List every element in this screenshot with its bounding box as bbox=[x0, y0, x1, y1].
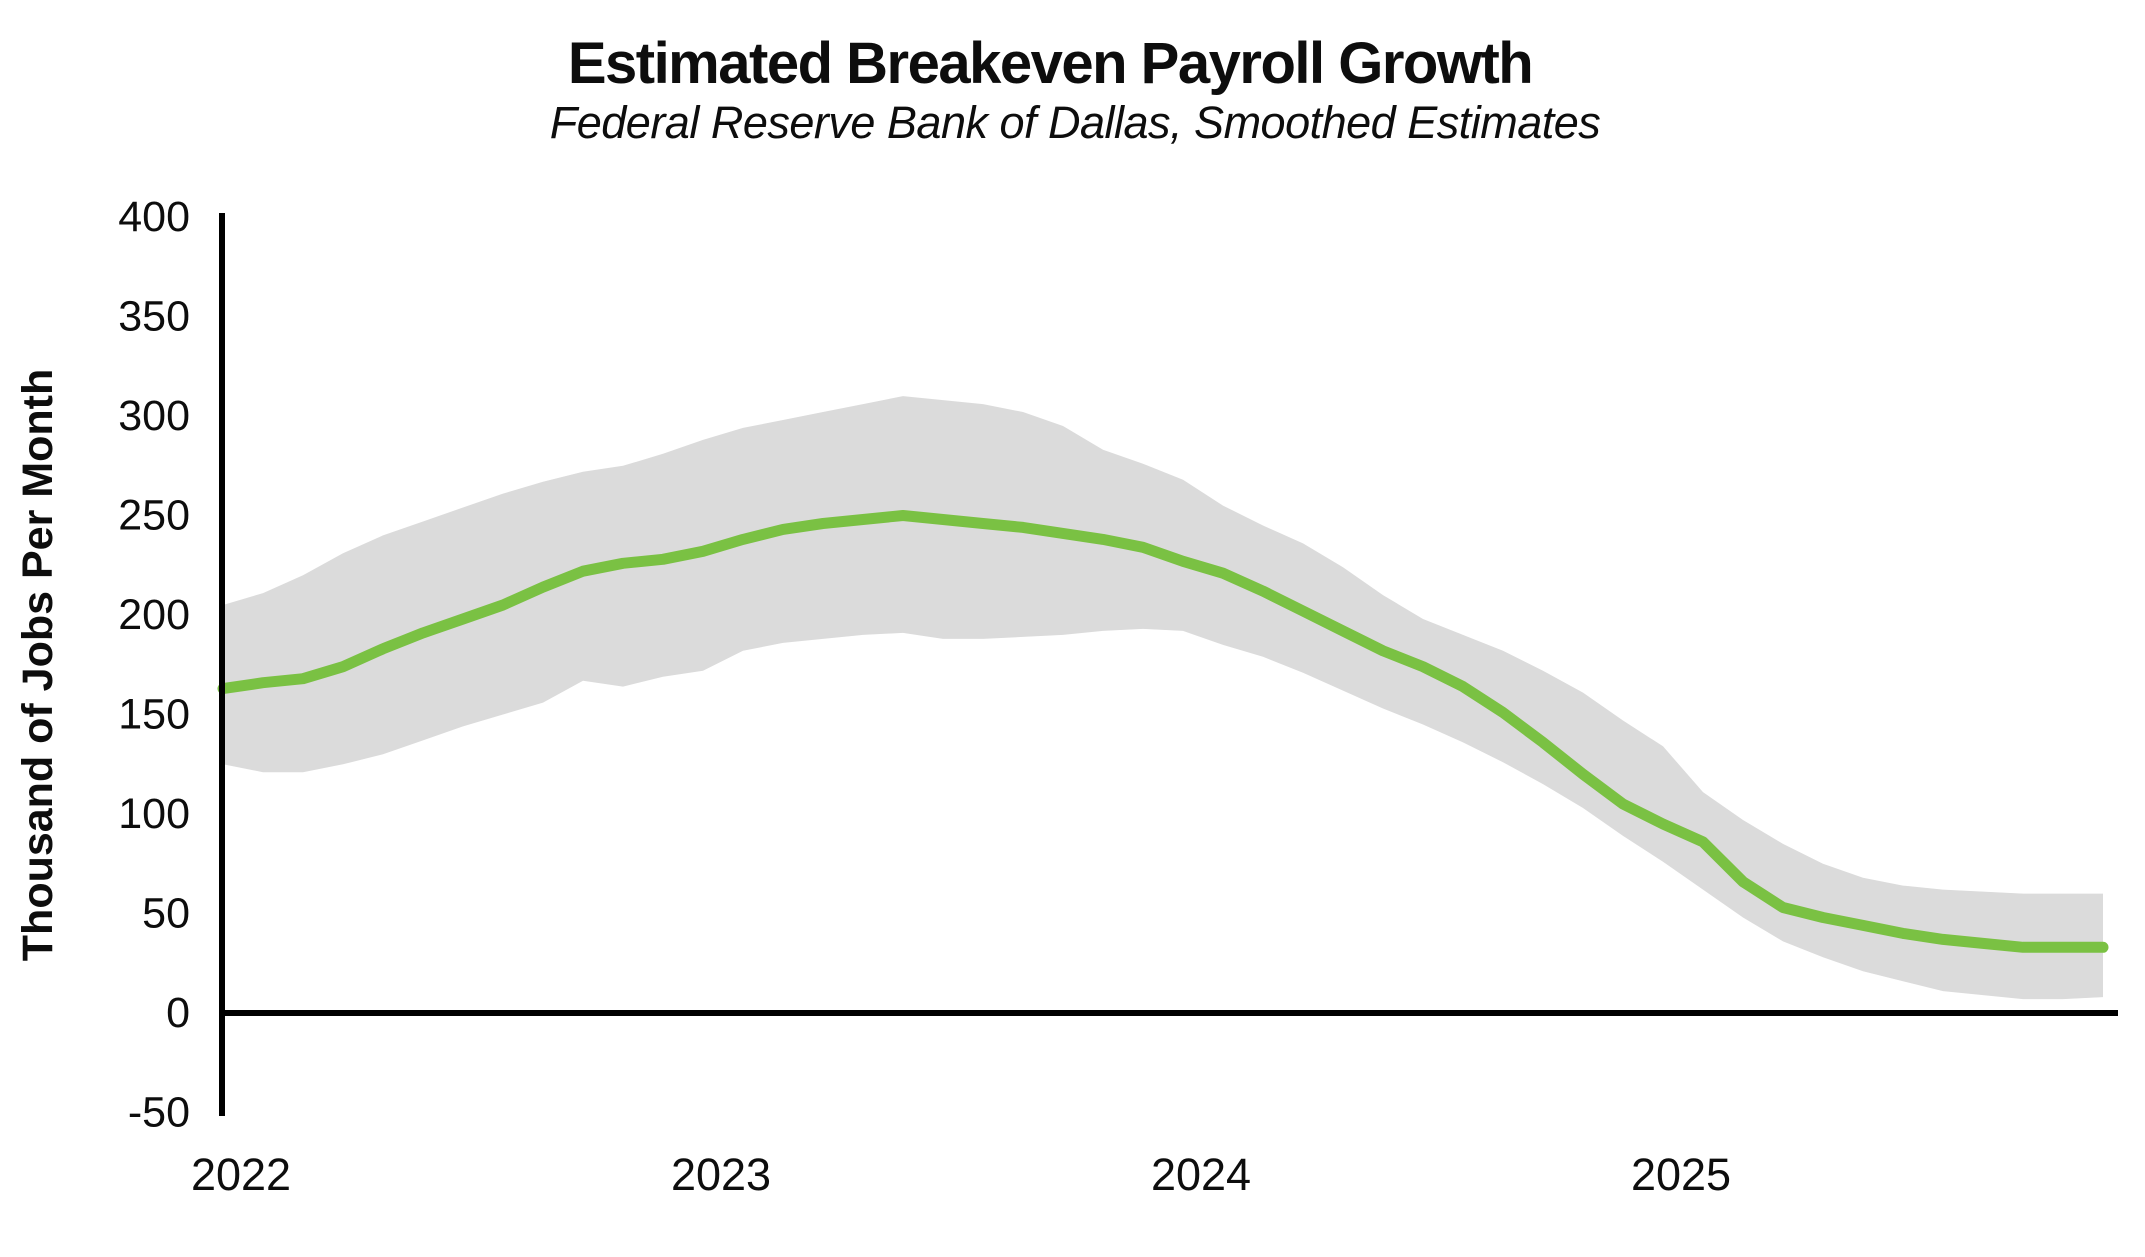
y-tick-label: 150 bbox=[118, 691, 190, 739]
y-tick-label: 300 bbox=[118, 392, 190, 440]
estimate-line bbox=[217, 510, 2109, 953]
x-tick-label: 2024 bbox=[1151, 1149, 1251, 1200]
y-tick-label: -50 bbox=[128, 1089, 190, 1137]
x-tick-label: 2022 bbox=[191, 1149, 291, 1200]
y-tick-label: 50 bbox=[142, 890, 190, 938]
chart-subtitle: Federal Reserve Bank of Dallas, Smoothed… bbox=[549, 97, 1601, 148]
x-axis-line bbox=[219, 1010, 2118, 1016]
y-axis-title: Thousand of Jobs Per Month bbox=[14, 369, 62, 961]
x-tick-label: 2025 bbox=[1631, 1149, 1731, 1200]
y-tick-label: 100 bbox=[118, 790, 190, 838]
y-tick-label: 350 bbox=[118, 293, 190, 341]
chart-title: Estimated Breakeven Payroll Growth bbox=[567, 31, 1534, 96]
x-tick-label: 2023 bbox=[671, 1149, 771, 1200]
y-tick-label: 250 bbox=[118, 492, 190, 540]
y-tick-label: 0 bbox=[166, 989, 190, 1037]
confidence-band bbox=[223, 396, 2103, 1000]
y-axis-line bbox=[219, 213, 225, 1116]
y-tick-label: 400 bbox=[118, 193, 190, 241]
y-tick-label: 200 bbox=[118, 591, 190, 639]
